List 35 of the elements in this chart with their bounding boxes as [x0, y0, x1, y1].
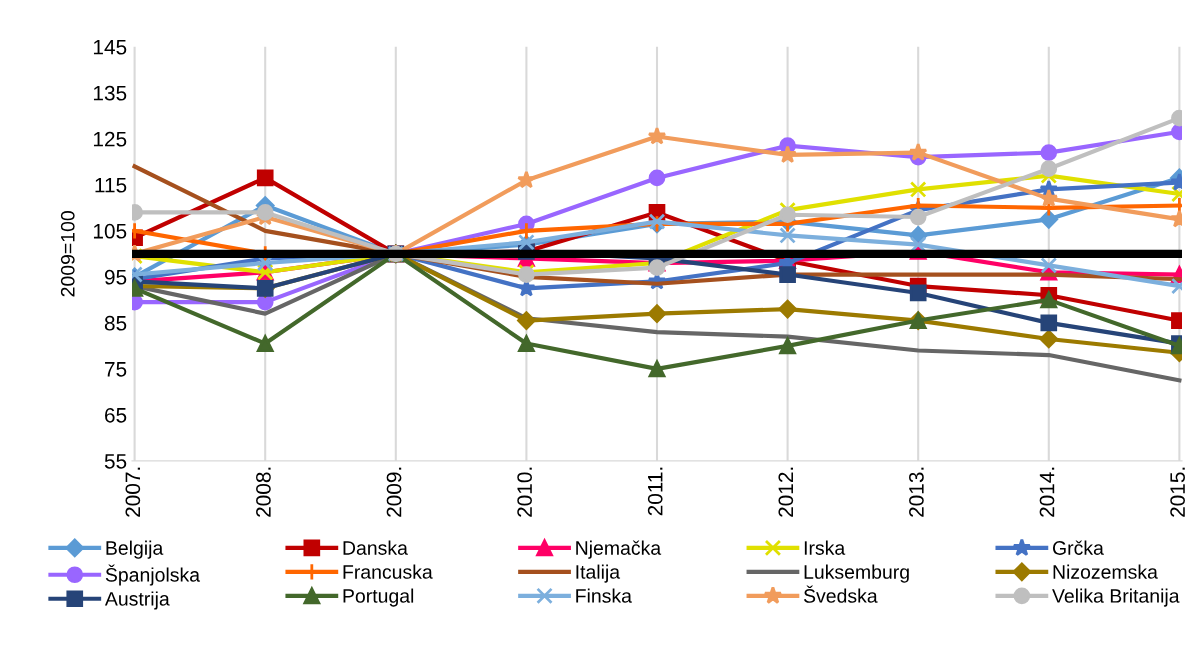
- y-axis-title: 2009=100: [60, 211, 75, 297]
- legend-label: Španjolska: [105, 564, 201, 586]
- legend-label: Irska: [804, 540, 846, 555]
- y-tick-label: 85: [104, 315, 127, 331]
- x-tick-label: 2007.: [125, 467, 141, 517]
- x-tick-label: 2014.: [1039, 467, 1055, 517]
- x-tick-label: 2013.: [909, 467, 924, 517]
- x-tick-label: 2015.: [1170, 467, 1185, 517]
- legend-label: Nizozemska: [1053, 564, 1158, 579]
- legend-label: Francuska: [343, 564, 433, 579]
- y-tick-label: 115: [95, 178, 127, 193]
- x-tick-label: 2011.: [647, 467, 663, 516]
- y-tick-label: 55: [104, 454, 127, 469]
- legend-label: Danska: [343, 540, 408, 555]
- x-tick-label: 2009.: [386, 467, 402, 517]
- x-tick-label: 2012.: [778, 467, 794, 517]
- legend-label: Njemačka: [576, 540, 662, 559]
- legend-label: Portugal: [343, 588, 414, 607]
- y-tick-label: 135: [93, 85, 127, 101]
- legend-label: Grčka: [1052, 540, 1104, 555]
- x-tick-label: 2008.: [256, 467, 271, 517]
- y-tick-label: 95: [104, 269, 127, 285]
- y-tick-label: 105: [93, 223, 127, 239]
- legend-label: Belgija: [106, 540, 164, 559]
- legend-label: Švedska: [803, 585, 878, 603]
- y-tick-label: 75: [105, 362, 127, 377]
- legend-label: Finska: [576, 588, 632, 603]
- legend-label: Velika Britanija: [1052, 588, 1180, 607]
- y-tick-label: 65: [105, 407, 127, 423]
- x-tick-label: 2010.: [517, 467, 532, 517]
- legend-label: Italija: [576, 564, 621, 583]
- y-tick-label: 125: [93, 131, 127, 147]
- legend-label: Austrija: [104, 591, 170, 610]
- y-tick-label: 145: [93, 39, 127, 55]
- legend-label: Luksemburg: [804, 564, 909, 583]
